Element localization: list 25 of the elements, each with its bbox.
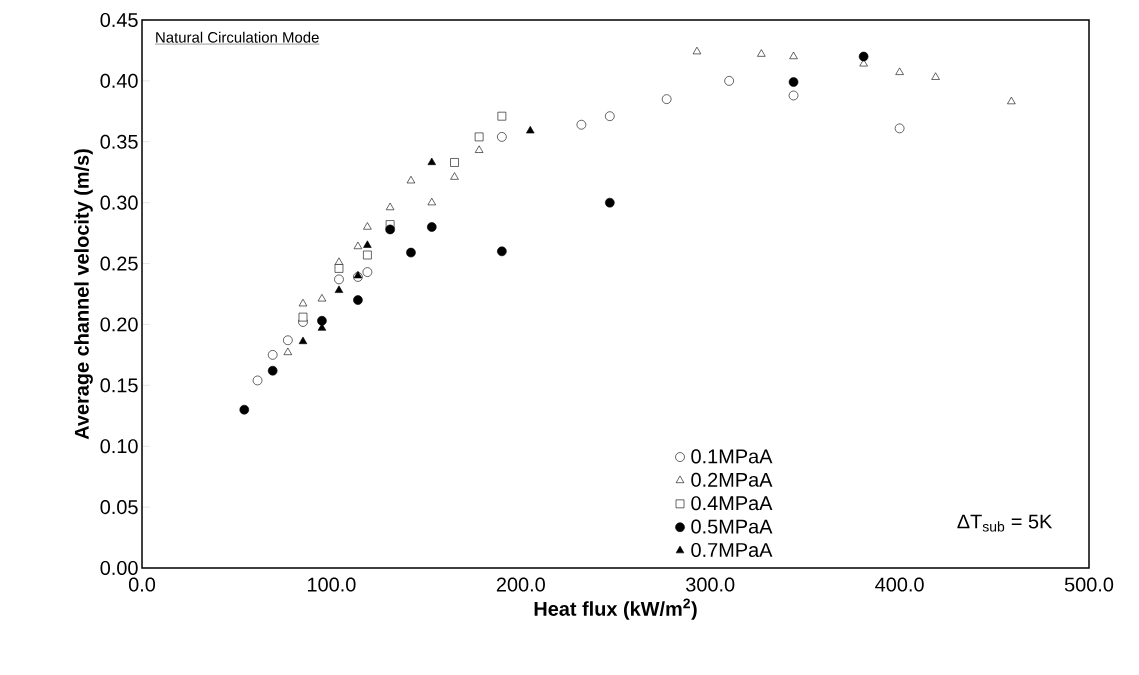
y-tick-label: 0.00 (100, 560, 138, 576)
x-tick-label: 100.0 (307, 577, 356, 592)
legend-label: 0.2MPaA (691, 472, 773, 487)
y-tick-label: 0.30 (100, 195, 138, 210)
y-tick-label: 0.35 (100, 134, 138, 149)
y-tick-label: 0.10 (100, 439, 138, 454)
y-tick-label: 0.20 (100, 317, 138, 332)
x-tick-label: 500.0 (1064, 577, 1114, 592)
y-tick-label: 0.40 (100, 73, 138, 88)
x-tick-label: 300.0 (686, 577, 735, 592)
annotation: ΔT$_{sub}$ = 5K (957, 514, 1053, 532)
legend-label: 0.5MPaA (691, 519, 773, 534)
y-tick-label: 0.05 (100, 500, 138, 515)
legend-label: 0.7MPaA (691, 542, 773, 558)
y-tick-label: 0.15 (100, 378, 138, 393)
x-tick-label: 0.0 (128, 577, 156, 592)
legend-label: 0.4MPaA (691, 496, 773, 511)
x-axis-title: Heat flux (kW/m$^{2}$) (534, 598, 697, 620)
legend-label: 0.1MPaA (691, 449, 773, 464)
y-axis-title: Average channel velocity (m/s) (74, 149, 93, 440)
y-tick-label: 0.25 (100, 256, 138, 271)
annotation: Natural Circulation Mode (156, 31, 319, 43)
x-tick-label: 200.0 (496, 577, 545, 592)
y-tick-label: 0.45 (100, 12, 138, 28)
x-tick-label: 400.0 (875, 577, 924, 592)
